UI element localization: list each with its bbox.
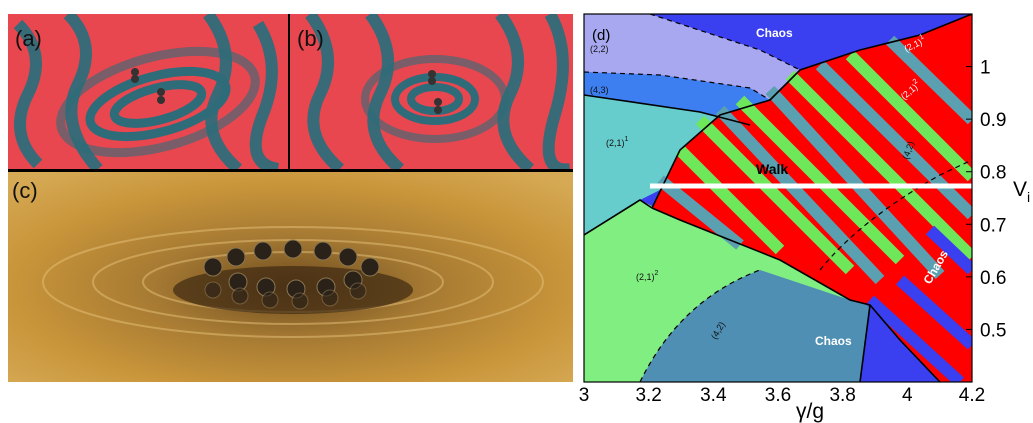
x-tick-label: 3 [579, 385, 590, 406]
panel-divider-horizontal [8, 169, 573, 172]
photo-panel-a: (a) [8, 14, 289, 169]
region-walk [652, 14, 972, 382]
label-chaos-bottom: Chaos [815, 334, 852, 348]
y-axis-ticks: 1 0.9 0.8 0.7 0.6 0.5 [966, 58, 1006, 341]
x-tick-label: 4 [902, 385, 913, 406]
bath-image-c [8, 172, 573, 382]
photo-panel-b: (b) [290, 14, 573, 169]
y-tick-label: 1 [980, 58, 991, 79]
photo-panel-c: (c) [8, 172, 573, 382]
droplet-ring [203, 239, 380, 310]
x-tick-label: 4.2 [959, 385, 985, 406]
dashed-boundaries [584, 14, 972, 382]
label-chaos-top: Chaos [756, 26, 793, 40]
y-tick-label: 0.6 [980, 268, 1006, 289]
plot-frame [583, 13, 973, 383]
y-tick-label: 0.9 [980, 110, 1006, 131]
droplet-pair-a [131, 68, 165, 104]
panel-label-a: (a) [15, 26, 42, 51]
panel-label-b: (b) [297, 26, 324, 51]
y-axis-label: Vi [1013, 178, 1030, 205]
droplet-pair-b [428, 70, 442, 114]
label-21-2: (2,1)2 [636, 270, 659, 282]
label-21-1: (2,1)1 [606, 136, 629, 148]
phase-boundaries [584, 14, 972, 382]
y-tick-label: 0.7 [980, 215, 1006, 236]
x-tick-label: 3.2 [635, 385, 661, 406]
x-tick-label: 3.8 [829, 385, 855, 406]
label-walk: Walk [756, 161, 788, 177]
region-22 [584, 14, 800, 100]
panel-divider-vertical [288, 14, 290, 169]
y-tick-label: 0.8 [980, 163, 1006, 184]
label-22: (2,2) [590, 44, 609, 54]
panel-label-c: (c) [12, 178, 38, 203]
y-tick-label: 0.5 [980, 320, 1006, 341]
walk-stripes [656, 35, 972, 382]
wave-field-image-b [290, 14, 573, 169]
x-tick-label: 3.4 [700, 385, 727, 406]
panel-label-d: (d) [592, 27, 610, 44]
x-axis-label: γ/g [796, 400, 824, 423]
label-43: (4,3) [590, 85, 609, 95]
region-42-low [640, 270, 870, 382]
wave-field-image-a [8, 14, 289, 169]
x-axis-ticks: 3 3.2 3.4 3.6 3.8 4 4.2 [579, 385, 986, 406]
x-tick-label: 3.6 [765, 385, 791, 406]
